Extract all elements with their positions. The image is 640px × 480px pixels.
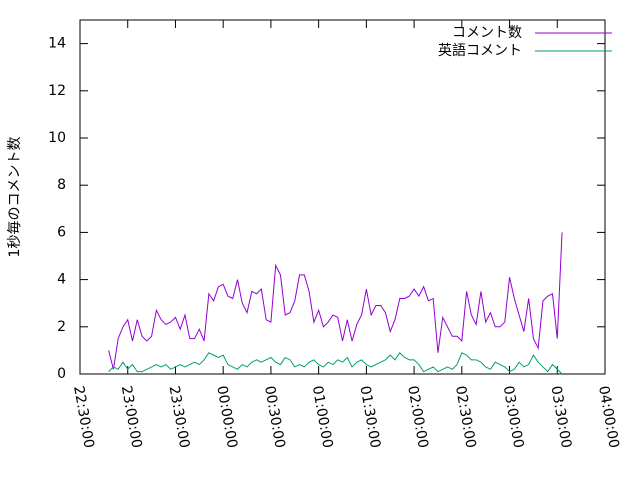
x-tick-label: 22:30:00 [70,385,97,450]
x-tick-label: 03:30:00 [547,385,574,450]
y-tick-label: 6 [57,224,66,240]
x-tick-label: 01:00:00 [309,385,336,450]
legend-label: 英語コメント [438,42,522,59]
y-tick-label: 8 [57,177,66,193]
y-axis-label: 1秒毎のコメント数 [7,137,23,258]
x-tick-label: 02:30:00 [452,385,479,450]
x-tick-label: 04:00:00 [595,385,622,450]
plot-border [79,19,606,375]
legend-label: コメント数 [452,25,522,41]
y-tick-label: 0 [57,366,66,382]
y-tick-label: 4 [57,272,66,288]
y-tick-label: 10 [48,130,66,146]
series-line [108,351,563,375]
x-tick-label: 23:00:00 [118,385,145,450]
x-tick-label: 00:30:00 [261,385,288,450]
x-tick-label: 03:00:00 [500,385,527,450]
y-tick-label: 14 [48,36,66,52]
y-tick-label: 12 [48,83,66,99]
series-line [108,232,563,370]
x-tick-label: 23:30:00 [166,385,193,450]
x-tick-label: 01:30:00 [356,385,383,450]
y-tick-label: 2 [57,319,66,335]
x-tick-label: 02:00:00 [404,385,431,450]
x-tick-label: 00:00:00 [213,385,240,450]
